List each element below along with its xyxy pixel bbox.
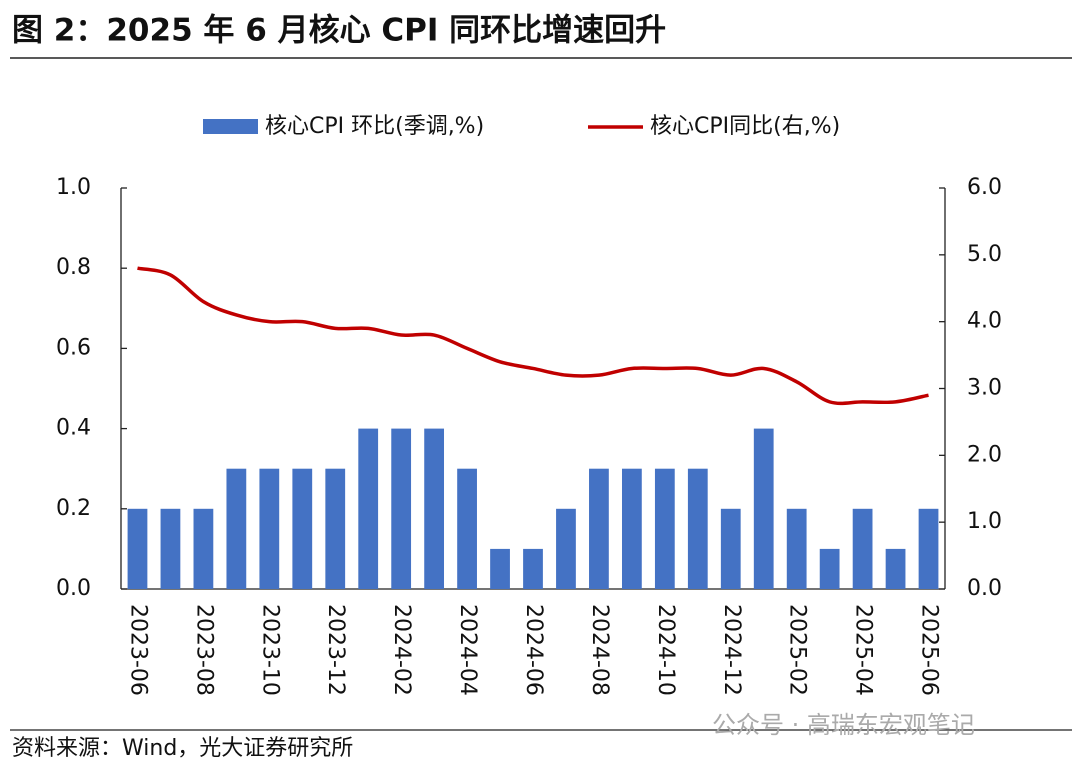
y2-tick-label: 5.0 xyxy=(967,242,1002,267)
bar xyxy=(819,548,840,589)
y2-tick-label: 0.0 xyxy=(967,576,1002,601)
bar xyxy=(885,548,906,589)
y2-tick-label: 2.0 xyxy=(967,442,1002,467)
bar xyxy=(160,508,181,589)
x-tick-label: 2023-06 xyxy=(125,604,150,696)
y-tick-label: 1.0 xyxy=(56,175,91,200)
watermark: 公众号 · 高瑞东宏观笔记 xyxy=(712,711,975,739)
x-tick-label: 2024-02 xyxy=(389,604,414,696)
chart-title: 图 2：2025 年 6 月核心 CPI 同环比增速回升 xyxy=(12,13,666,49)
y2-tick-label: 1.0 xyxy=(967,509,1002,534)
x-tick-label: 2025-04 xyxy=(851,604,876,696)
y2-tick-label: 6.0 xyxy=(967,175,1002,200)
y2-tick-label: 3.0 xyxy=(967,376,1002,401)
bar xyxy=(457,468,477,589)
legend-swatch xyxy=(203,119,258,134)
x-tick-label: 2024-08 xyxy=(587,604,612,696)
bar xyxy=(654,468,675,589)
x-tick-label: 2025-06 xyxy=(917,604,942,696)
x-tick-label: 2024-04 xyxy=(455,604,480,696)
y-tick-label: 0.0 xyxy=(56,576,91,601)
y2-tick-label: 4.0 xyxy=(967,309,1002,334)
bar xyxy=(687,468,708,589)
bar xyxy=(193,508,214,589)
bar xyxy=(325,468,346,589)
x-tick-label: 2025-02 xyxy=(785,604,810,696)
legend-label: 核心CPI同比(右,%) xyxy=(650,114,840,139)
x-tick-label: 2024-06 xyxy=(521,604,546,696)
y-tick-label: 0.8 xyxy=(56,255,91,280)
bar xyxy=(786,508,807,589)
bar xyxy=(226,468,247,589)
bar xyxy=(621,468,642,589)
bar xyxy=(358,428,379,589)
bar xyxy=(259,468,280,589)
bar xyxy=(424,428,445,589)
source-note: 资料来源：Wind，光大证券研究所 xyxy=(12,736,353,761)
y-tick-label: 0.6 xyxy=(56,335,91,360)
x-tick-label: 2023-10 xyxy=(257,604,282,696)
y-tick-label: 0.4 xyxy=(56,416,91,441)
x-tick-label: 2024-10 xyxy=(653,604,678,696)
x-tick-label: 2024-12 xyxy=(719,604,744,696)
line xyxy=(137,266,929,406)
x-tick-label: 2023-12 xyxy=(323,604,348,696)
bar xyxy=(523,548,543,589)
x-tick-label: 2023-08 xyxy=(191,604,216,696)
legend-label: 核心CPI 环比(季调,%) xyxy=(265,114,484,139)
bar xyxy=(918,508,939,589)
bar xyxy=(391,428,412,589)
bar xyxy=(720,508,741,589)
bar xyxy=(852,508,873,589)
bar xyxy=(292,468,313,589)
bar xyxy=(127,508,148,589)
bar xyxy=(753,428,774,589)
bar xyxy=(556,508,576,589)
bar xyxy=(490,548,510,589)
bar xyxy=(589,468,609,589)
y-tick-label: 0.2 xyxy=(56,496,91,521)
